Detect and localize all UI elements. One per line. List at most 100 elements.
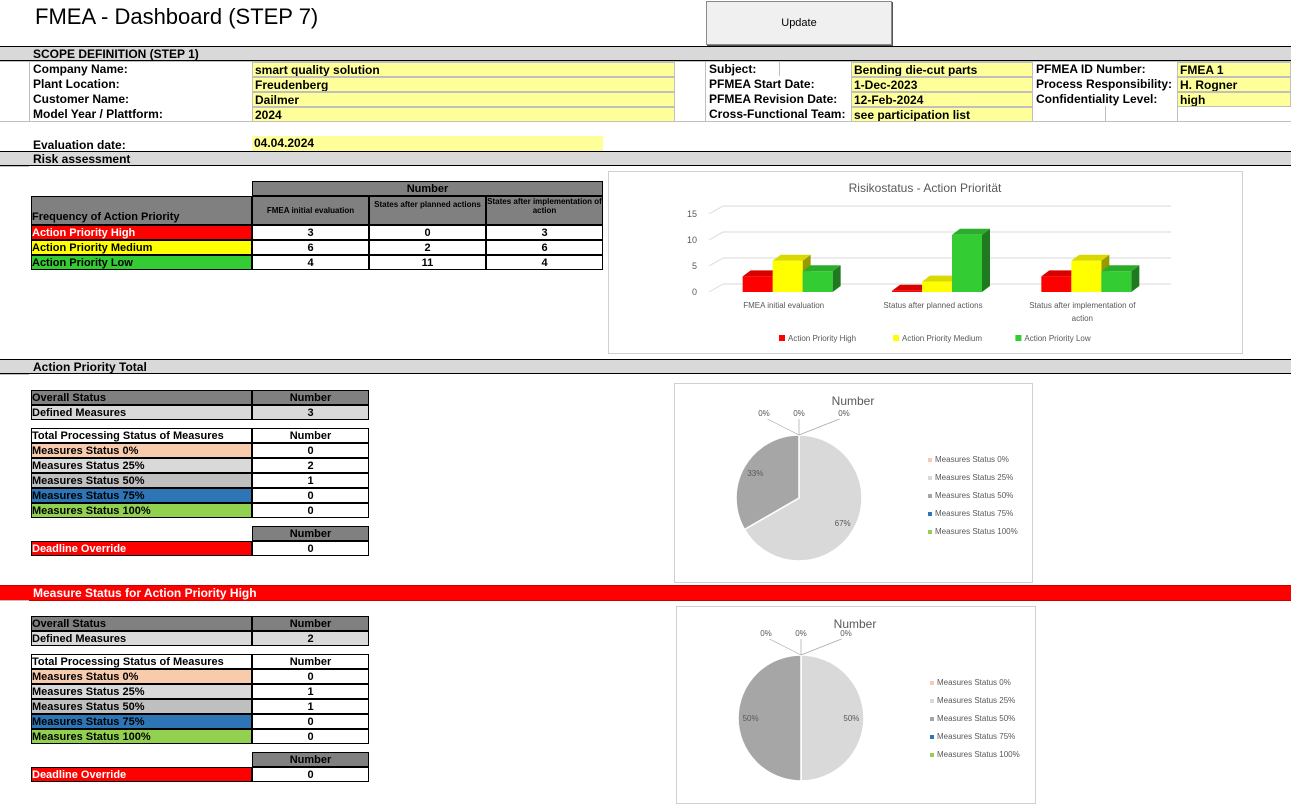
priority-label: Action Priority Low — [31, 255, 252, 270]
slice-label: 0% — [793, 409, 805, 418]
legend-swatch — [893, 335, 899, 341]
total-status-pie-chart[interactable]: Number 67% 33% 0% 0% 0% Measures Status 0% Meas… — [674, 383, 1033, 583]
measure-status-value: 0 — [252, 443, 369, 458]
measure-status-label: Measures Status 50% — [31, 473, 252, 488]
gridline — [708, 283, 724, 293]
processing-status-label: Total Processing Status of Measures — [31, 428, 252, 443]
legend-label: Measures Status 50% — [937, 714, 1015, 723]
overall-status-label: Overall Status — [31, 390, 252, 405]
scope-value-field[interactable]: high — [1177, 92, 1291, 107]
scope-value-field[interactable]: FMEA 1 — [1177, 62, 1291, 77]
legend-swatch — [928, 458, 932, 462]
risk-col-implemented: States after implementation of action — [486, 196, 603, 225]
measure-status-value: 1 — [252, 473, 369, 488]
slice-label: 50% — [843, 714, 859, 723]
scope-label: PFMEA Start Date: — [709, 77, 815, 91]
scope-value-field[interactable]: Freudenberg — [252, 77, 675, 92]
leader-line — [769, 638, 802, 656]
y-tick-label: 5 — [692, 261, 697, 271]
slice-label: 0% — [758, 409, 770, 418]
evaluation-label: Evaluation date: — [33, 138, 126, 152]
scope-label: PFMEA ID Number: — [1036, 62, 1146, 76]
priority-count-cell: 6 — [486, 240, 603, 255]
scope-label: Company Name: — [33, 62, 128, 76]
measure-status-value: 0 — [252, 669, 369, 684]
measure-status-value: 0 — [252, 714, 369, 729]
bar-top — [892, 284, 930, 291]
slice-label: 50% — [743, 714, 759, 723]
deadline-override-value: 0 — [252, 541, 369, 556]
measure-status-label: Measures Status 75% — [31, 714, 252, 729]
bar-top — [1071, 254, 1110, 261]
scope-label: PFMEA Revision Date: — [709, 92, 838, 106]
priority-count-cell: 3 — [252, 225, 369, 240]
scope-value-field[interactable]: H. Rogner — [1177, 77, 1291, 92]
grid-line — [0, 61, 1291, 62]
deadline-override-label: Deadline Override — [31, 767, 252, 782]
chart-title: Number — [832, 394, 875, 408]
number-header: Number — [252, 654, 369, 669]
x-tick-label: FMEA initial evaluation — [743, 301, 824, 310]
bar-side — [982, 228, 990, 292]
bar-top — [1101, 265, 1140, 272]
number-header: Number — [252, 428, 369, 443]
legend-swatch — [930, 699, 934, 703]
risk-heading-text: Risk assessment — [33, 151, 131, 166]
measure-status-label: Measures Status 100% — [31, 729, 252, 744]
overall-status-label: Overall Status — [31, 616, 252, 631]
legend-swatch — [930, 681, 934, 685]
total-heading: Action Priority Total — [0, 359, 1291, 374]
number-header: Number — [252, 526, 369, 541]
legend-swatch — [1015, 335, 1022, 341]
priority-count-cell: 0 — [369, 225, 486, 240]
scope-value-field[interactable]: smart quality solution — [252, 62, 675, 77]
measure-status-value: 0 — [252, 488, 369, 503]
leader-line — [798, 418, 840, 436]
slice-label: 67% — [835, 519, 851, 528]
risk-status-chart[interactable]: Risikostatus - Action Priorität 0 5 10 15 FME… — [608, 171, 1243, 354]
priority-count-cell: 3 — [486, 225, 603, 240]
defined-measures-value: 2 — [252, 631, 369, 646]
legend-swatch — [928, 530, 932, 534]
measure-status-label: Measures Status 100% — [31, 503, 252, 518]
scope-value-field[interactable]: Dailmer — [252, 92, 675, 107]
defined-measures-label: Defined Measures — [31, 631, 252, 646]
measure-status-label: Measures Status 75% — [31, 488, 252, 503]
page-title: FMEA - Dashboard (STEP 7) — [35, 4, 319, 29]
scope-label: Confidentiality Level: — [1036, 92, 1158, 106]
high-status-pie-chart[interactable]: Number 50% 50% 0% 0% 0% Measures Status 0% Meas… — [676, 606, 1036, 804]
scope-value-field[interactable]: 12-Feb-2024 — [851, 92, 1033, 107]
scope-label: Subject: — [709, 62, 757, 76]
bar — [892, 290, 922, 292]
scope-label: Process Responsibility: — [1036, 77, 1173, 91]
priority-count-cell: 11 — [369, 255, 486, 270]
scope-value-field[interactable]: see participation list — [851, 107, 1033, 122]
scope-value-field[interactable]: 1-Dec-2023 — [851, 77, 1033, 92]
scope-value-field[interactable]: 2024 — [252, 107, 675, 122]
leader-line — [767, 418, 800, 436]
update-button[interactable]: Update — [706, 1, 892, 45]
processing-status-label: Total Processing Status of Measures — [31, 654, 252, 669]
number-header: Number — [252, 752, 369, 767]
measure-status-label: Measures Status 25% — [31, 684, 252, 699]
x-tick-label: action — [1072, 314, 1093, 323]
evaluation-date-value[interactable]: 04.04.2024 — [252, 136, 603, 151]
y-tick-label: 0 — [692, 287, 697, 297]
bar-top — [802, 265, 841, 272]
priority-label: Action Priority Medium — [31, 240, 252, 255]
deadline-override-label: Deadline Override — [31, 541, 252, 556]
risk-col-initial: FMEA initial evaluation — [252, 196, 369, 225]
y-tick-label: 10 — [687, 235, 697, 245]
scope-value-field[interactable]: Bending die-cut parts — [851, 62, 1033, 77]
grid-line — [1177, 106, 1178, 122]
grid-line — [0, 600, 29, 601]
measure-status-value: 1 — [252, 684, 369, 699]
total-status-pie-svg: Number 67% 33% 0% 0% 0% Measures Status 0% Meas… — [735, 394, 1018, 562]
slice-label: 33% — [747, 469, 763, 478]
bar — [772, 260, 803, 292]
bar — [1101, 271, 1132, 292]
grid-line — [1105, 106, 1106, 122]
bar-top — [742, 270, 781, 277]
risk-status-chart-svg: Risikostatus - Action Priorität 0 5 10 15 FME… — [687, 181, 1171, 343]
measure-status-label: Measures Status 0% — [31, 443, 252, 458]
